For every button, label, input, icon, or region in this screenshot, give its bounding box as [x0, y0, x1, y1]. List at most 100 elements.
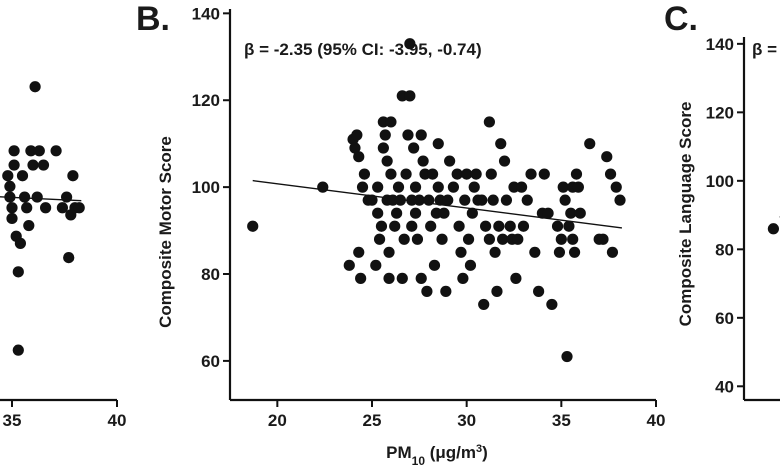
panel-b-data-point [457, 272, 469, 284]
panel-b-data-point [461, 168, 473, 180]
panel-b-data-point [572, 181, 584, 193]
panel-b-data-point [455, 246, 467, 258]
panel-b-data-point [366, 194, 378, 206]
panel-c-y-axis-label: Composite Language Score [676, 102, 695, 327]
panel-b-data-point [428, 259, 441, 271]
panel-b-data-point [426, 168, 439, 180]
panel-b-data-point [379, 129, 391, 141]
panel-b-data-point [510, 272, 522, 284]
panel-b-x-tick-label: 30 [457, 411, 476, 430]
panel-a-data-point [6, 202, 18, 214]
panel-b-data-point [597, 233, 609, 245]
panel-b-x-tick-label: 35 [552, 411, 571, 430]
panel-b-data-point [432, 138, 444, 150]
panel-b-data-point [521, 194, 533, 206]
panel-c-y-tick-label: 40 [715, 377, 734, 396]
panel-b-data-point [383, 246, 395, 258]
panel-b-data-point [485, 168, 497, 180]
panel-b-data-point [356, 181, 369, 193]
panel-a-plot: 35 40 [0, 81, 126, 430]
panel-b-data-point [415, 272, 427, 284]
panel-b-data-point [504, 220, 516, 232]
panel-c-data-point [767, 223, 780, 235]
panel-b-data-point [495, 138, 507, 150]
panel-a-x-tick-label: 35 [3, 411, 22, 430]
panel-b-x-axis-label: PM10 (μg/m3) [386, 443, 488, 468]
panel-a-data-point [27, 159, 39, 171]
panel-a-data-point [29, 81, 41, 93]
panel-c-y-tick-label: 60 [715, 309, 734, 328]
panel-b-data-point [614, 194, 626, 206]
panel-c-plot: 4060801001201402 [706, 35, 780, 402]
panel-b-data-point [408, 142, 420, 154]
panel-b-label: B. [136, 0, 170, 38]
panel-b-data-point [515, 181, 528, 193]
panel-b-data-point [372, 181, 384, 193]
panel-a-data-point [40, 202, 52, 214]
panel-b-data-point [385, 168, 397, 180]
panel-b-data-point [538, 168, 550, 180]
panel-a-data-point [73, 202, 85, 214]
panel-a-data-point [16, 170, 29, 182]
panel-b-data-point [491, 285, 503, 297]
panel-b-data-point [476, 194, 488, 206]
panel-b-data-point [478, 298, 490, 311]
panel-b-data-point [389, 220, 401, 232]
panel-b-data-point [370, 259, 382, 271]
panel-a-data-point [56, 202, 68, 214]
panel-b-data-point [574, 207, 586, 219]
panel-c-label: C. [664, 0, 698, 38]
panel-b-data-point [317, 181, 329, 193]
panel-b-data-point [247, 220, 259, 232]
panel-b-data-point [391, 207, 403, 219]
panel-b-data-point [355, 272, 367, 284]
panel-b-data-point [483, 116, 495, 128]
panel-b-data-point [568, 246, 581, 258]
panel-b-data-point [392, 181, 405, 193]
panel-b-data-point [383, 272, 395, 284]
panel-b-data-point [396, 272, 408, 284]
panel-a-data-point [4, 180, 16, 192]
panel-c-y-tick-label: 100 [706, 172, 734, 191]
panel-a-data-point [50, 145, 62, 157]
panel-b-data-point [610, 181, 622, 193]
panel-b-data-point [563, 220, 575, 232]
panel-b-data-point [487, 194, 499, 206]
panel-b-data-point [425, 220, 437, 232]
panel-b-data-point [440, 285, 452, 297]
panel-b-data-point [604, 168, 617, 180]
panel-b-data-point [470, 168, 482, 180]
panel-b-data-point [415, 129, 427, 141]
panel-b-data-point [351, 129, 363, 141]
panel-b-plot: 60 80 100 120 140 20 25 30 35 40 [192, 4, 666, 430]
panel-b-y-tick-label: 140 [192, 4, 220, 23]
panel-b-data-point [409, 207, 422, 219]
panel-b-y-axis-label: Composite Motor Score [156, 136, 175, 328]
panel-b-data-point [385, 116, 397, 128]
panel-b-x-tick-label: 25 [363, 411, 382, 430]
panel-b-data-point [373, 233, 386, 245]
panel-a-data-point [6, 212, 18, 225]
panel-b-title: β = -2.35 (95% CI: -3.95, -0.74) [244, 40, 482, 59]
panel-b-data-point [417, 155, 429, 167]
panel-c-title: β = [752, 40, 777, 59]
panel-c-y-tick-label: 120 [706, 103, 734, 122]
panel-b-data-point [512, 233, 524, 245]
panel-b-data-point [402, 129, 414, 141]
panel-c-y-tick-label: 80 [715, 240, 734, 259]
panel-b-data-point [468, 181, 480, 193]
panel-b-data-point [432, 181, 444, 193]
panel-a-data-point [12, 344, 24, 356]
panel-b-data-point [500, 194, 513, 206]
panel-b-data-point [529, 246, 541, 258]
panel-b-y-tick-label: 120 [192, 91, 220, 110]
panel-a-data-point [2, 170, 14, 182]
panel-b-data-point [546, 298, 558, 311]
panel-b-data-point [423, 194, 435, 206]
panel-a-data-point [61, 191, 73, 203]
panel-b-data-point [442, 194, 454, 206]
panel-a-data-point [37, 159, 50, 171]
panel-a-data-point [8, 145, 20, 157]
panel-b-data-point [438, 207, 450, 219]
